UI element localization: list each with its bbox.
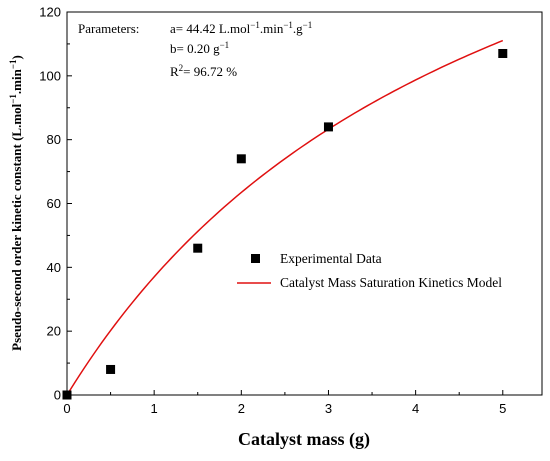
x-tick-label: 4 — [412, 401, 419, 416]
x-tick-label: 3 — [325, 401, 332, 416]
x-tick-label: 1 — [151, 401, 158, 416]
x-tick-label: 2 — [238, 401, 245, 416]
x-axis-title: Catalyst mass (g) — [238, 429, 370, 450]
parameters-annotation: Parameters: a= 44.42 L.mol−1.min−1.g−1 b… — [78, 20, 312, 79]
y-tick-label: 40 — [47, 260, 61, 275]
legend-label-model: Catalyst Mass Saturation Kinetics Model — [280, 275, 502, 290]
x-tick-label: 5 — [499, 401, 506, 416]
data-point — [236, 154, 246, 164]
y-axis-title: Pseudo-second order kinetic constant (L.… — [8, 55, 24, 351]
legend-label-experimental: Experimental Data — [280, 251, 382, 266]
r-squared-text: R2= 96.72 % — [170, 63, 237, 79]
data-point — [106, 364, 116, 374]
data-point — [193, 243, 203, 253]
y-tick-label: 20 — [47, 324, 61, 339]
x-axis-ticks: 0 1 2 3 4 5 — [63, 390, 506, 416]
plot-frame — [66, 11, 543, 396]
legend: Experimental Data Catalyst Mass Saturati… — [237, 251, 502, 290]
y-axis-ticks: 0 20 40 60 80 100 120 — [39, 5, 72, 403]
data-point — [62, 390, 72, 400]
parameter-a-text: a= 44.42 L.mol−1.min−1.g−1 — [170, 20, 312, 36]
x-tick-label: 0 — [63, 401, 70, 416]
legend-marker-experimental — [251, 254, 260, 263]
y-tick-label: 0 — [54, 388, 61, 403]
parameters-label: Parameters: — [78, 21, 139, 36]
y-tick-label: 60 — [47, 196, 61, 211]
data-point — [498, 48, 508, 58]
y-tick-label: 120 — [39, 5, 61, 20]
parameter-b-text: b= 0.20 g−1 — [170, 40, 229, 56]
data-point — [323, 122, 333, 132]
model-line-group — [66, 39, 504, 396]
y-tick-label: 80 — [47, 132, 61, 147]
model-curve — [66, 39, 504, 396]
data-points — [62, 48, 508, 400]
y-tick-label: 100 — [39, 68, 61, 83]
